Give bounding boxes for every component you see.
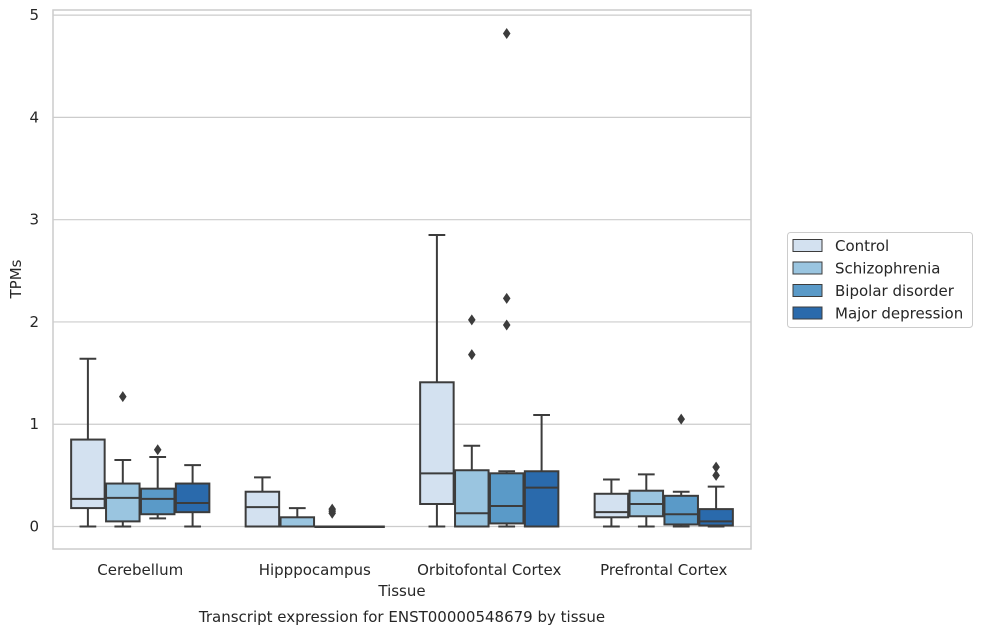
outlier-point [119, 391, 127, 403]
x-axis-label: Tissue [377, 582, 425, 600]
plot-frame [52, 9, 752, 550]
y-tick-label: 3 [29, 211, 39, 229]
y-axis-label: TPMs [7, 259, 25, 299]
legend-entry-label: Bipolar disorder [835, 282, 955, 300]
outlier-point [468, 349, 476, 361]
outlier-point [502, 28, 511, 40]
y-tick-label: 2 [29, 313, 39, 331]
box-major-depression [174, 464, 211, 528]
x-tick-label: Hipppocampus [259, 561, 371, 579]
box-bipolar-disorder [488, 28, 525, 528]
outlier-point [502, 319, 511, 331]
box-schizophrenia [105, 391, 141, 528]
outlier-point [468, 314, 476, 326]
box-iqr [593, 492, 630, 519]
legend-swatch [792, 239, 823, 252]
box-iqr [488, 472, 525, 525]
outlier-point [677, 413, 685, 425]
box-iqr [70, 438, 106, 510]
box-control [419, 234, 455, 528]
box-bipolar-disorder [314, 503, 350, 528]
box-iqr [523, 470, 560, 528]
legend: Control Schizophrenia Bipolar disorder Majo… [787, 232, 973, 328]
box-schizophrenia [628, 473, 665, 528]
x-tick-label: Prefrontal Cortex [600, 561, 727, 579]
box-schizophrenia [279, 507, 316, 528]
box-iqr [139, 487, 176, 516]
legend-entry-label: Major depression [835, 305, 963, 323]
x-tick-label: Cerebellum [97, 561, 183, 579]
outlier-point [712, 469, 720, 481]
box-iqr [279, 516, 316, 528]
y-tick-label: 1 [29, 415, 39, 433]
box-bipolar-disorder [663, 413, 699, 528]
boxes-layer [70, 28, 734, 528]
box-iqr [174, 482, 211, 514]
outlier-point [153, 444, 162, 456]
box-major-depression [523, 414, 560, 528]
legend-entry-label: Schizophrenia [835, 260, 940, 278]
x-tick-label: Orbitofontal Cortex [417, 561, 561, 579]
box-bipolar-disorder [139, 444, 176, 520]
box-iqr [105, 482, 141, 523]
gridlines [53, 14, 751, 528]
x-tick-labels: Cerebellum Hipppocampus Orbitofontal Corte… [97, 561, 727, 579]
outlier-point [712, 461, 720, 473]
box-iqr [244, 490, 281, 528]
box-major-depression [349, 525, 385, 528]
box-major-depression [698, 461, 734, 528]
legend-swatch [792, 261, 823, 275]
box-control [244, 476, 281, 528]
y-tick-label: 4 [29, 108, 39, 126]
legend-swatch [792, 306, 823, 320]
box-schizophrenia [454, 314, 490, 528]
box-control [70, 357, 106, 528]
legend-frame [787, 232, 973, 328]
chart-caption: Transcript expression for ENST0000054867… [198, 608, 605, 626]
outlier-point [502, 292, 511, 304]
legend-swatch [792, 284, 823, 297]
box-iqr [454, 469, 490, 528]
legend-entry-label: Control [835, 237, 889, 255]
y-tick-label: 5 [29, 6, 39, 24]
box-iqr [698, 508, 734, 527]
box-iqr [663, 494, 699, 526]
y-tick-labels: 0 1 2 3 4 5 [29, 6, 39, 535]
y-tick-label: 0 [29, 517, 39, 535]
outlier-point [328, 503, 336, 515]
box-iqr [419, 381, 455, 505]
box-control [593, 478, 630, 528]
